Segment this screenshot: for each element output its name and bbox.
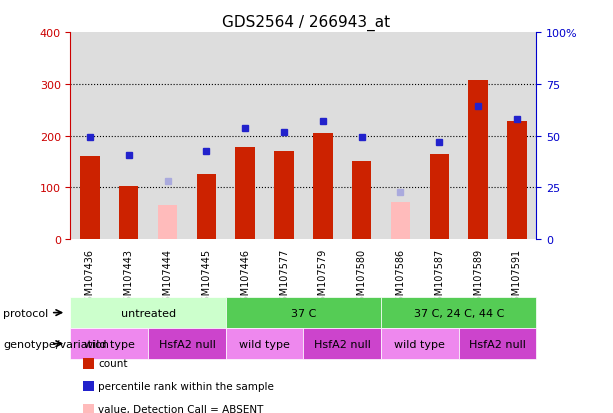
Text: GSM107443: GSM107443 [124, 248, 134, 307]
Text: wild type: wild type [239, 339, 290, 349]
Text: wild type: wild type [395, 339, 445, 349]
Text: untreated: untreated [121, 308, 176, 318]
Text: GSM107580: GSM107580 [357, 248, 367, 307]
Text: HsfA2 null: HsfA2 null [159, 339, 215, 349]
Text: GSM107589: GSM107589 [473, 248, 483, 307]
Bar [119, 186, 139, 240]
Text: GSM107586: GSM107586 [395, 248, 405, 307]
Bar [313, 134, 333, 240]
Text: genotype/variation: genotype/variation [3, 339, 109, 349]
Bar [430, 154, 449, 240]
Bar [158, 206, 177, 240]
Text: GSM107444: GSM107444 [162, 248, 172, 307]
Text: GSM107591: GSM107591 [512, 248, 522, 307]
Text: GSM107587: GSM107587 [435, 248, 444, 307]
Text: 37 C: 37 C [291, 308, 316, 318]
Bar [70, 328, 148, 359]
Bar [80, 157, 99, 240]
Bar [381, 328, 459, 359]
Text: GDS2564 / 266943_at: GDS2564 / 266943_at [223, 14, 390, 31]
Text: 37 C, 24 C, 44 C: 37 C, 24 C, 44 C [414, 308, 504, 318]
Bar [507, 122, 527, 240]
Bar [381, 297, 536, 328]
Bar [70, 297, 226, 328]
Text: protocol: protocol [3, 308, 48, 318]
Text: GSM107579: GSM107579 [318, 248, 328, 307]
Text: value, Detection Call = ABSENT: value, Detection Call = ABSENT [98, 404, 264, 413]
Bar [352, 162, 371, 240]
Bar [275, 152, 294, 240]
Bar [459, 328, 536, 359]
Bar [197, 175, 216, 240]
Bar [226, 328, 303, 359]
Bar [226, 297, 381, 328]
Bar [391, 202, 410, 240]
Bar [468, 81, 488, 240]
Text: GSM107577: GSM107577 [279, 248, 289, 307]
Bar [148, 328, 226, 359]
Bar [235, 148, 255, 240]
Text: HsfA2 null: HsfA2 null [314, 339, 371, 349]
Text: GSM107445: GSM107445 [202, 248, 211, 307]
Text: wild type: wild type [84, 339, 135, 349]
Text: GSM107446: GSM107446 [240, 248, 250, 307]
Text: HsfA2 null: HsfA2 null [469, 339, 526, 349]
Text: GSM107436: GSM107436 [85, 248, 95, 307]
Text: count: count [98, 358, 128, 368]
Bar [303, 328, 381, 359]
Text: percentile rank within the sample: percentile rank within the sample [98, 381, 274, 391]
